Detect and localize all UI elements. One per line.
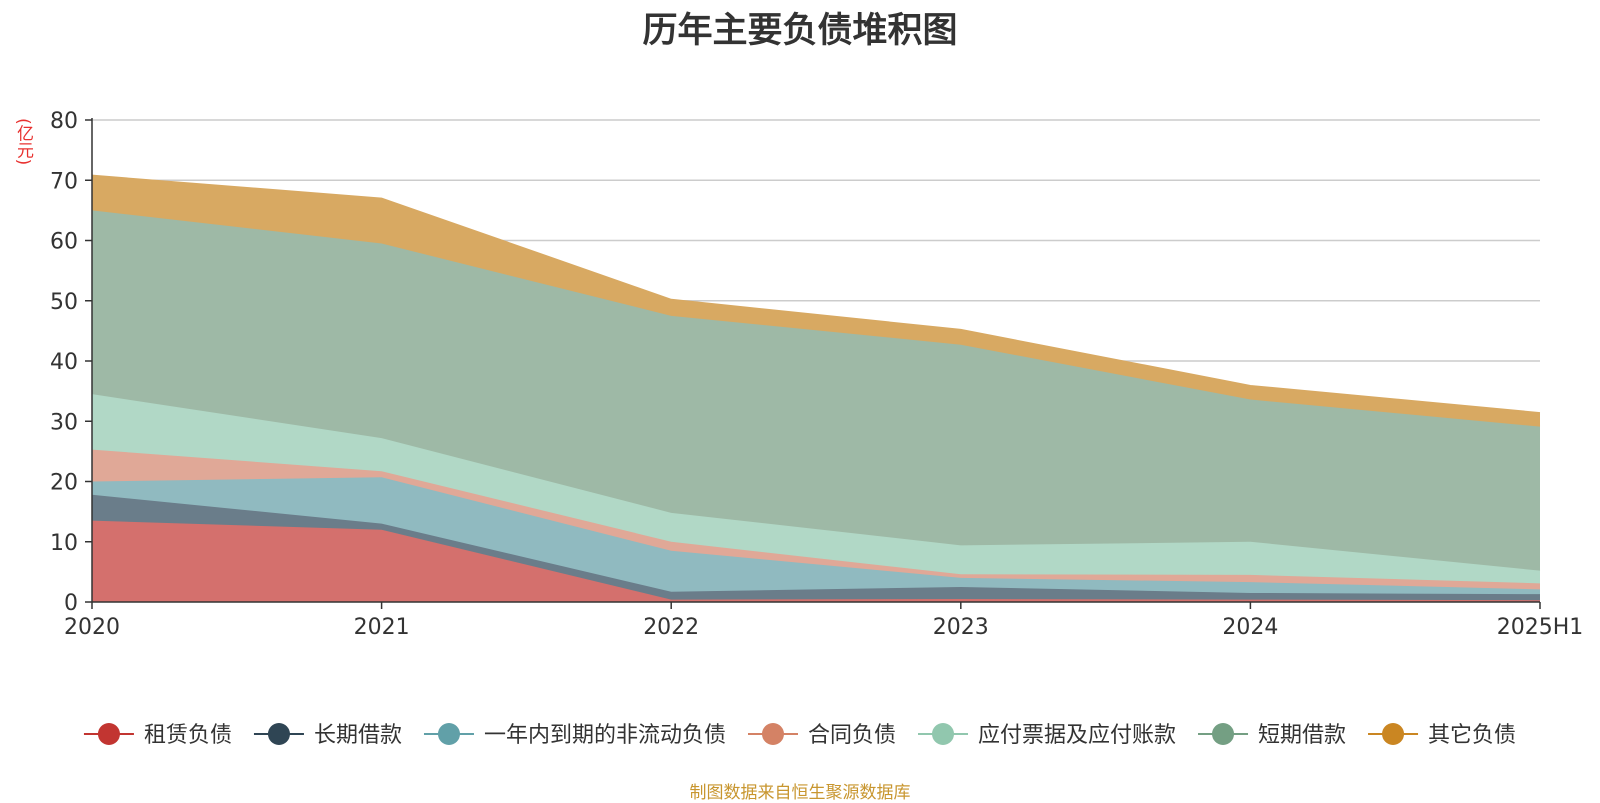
y-axis-unit-label: (亿元) [13, 118, 33, 166]
axes [85, 118, 1541, 609]
legend-circle-icon [761, 723, 784, 745]
x-tick-label: 2023 [933, 615, 989, 640]
x-tick-label: 2020 [64, 615, 120, 640]
legend-label: 长期借款 [314, 723, 402, 748]
chart-title: 历年主要负债堆积图 [642, 11, 958, 51]
legend-item-6[interactable]: 其它负债 [1368, 723, 1516, 748]
legend-circle-icon [437, 723, 460, 745]
area-series-4 [92, 394, 1540, 584]
legend-label: 短期借款 [1258, 723, 1346, 748]
legend[interactable]: 租赁负债 长期借款 一年内到期的非流动负债 合同负债 应付票据及应付账款 短期借款 其它负债 [83, 723, 1516, 748]
y-tick-label: 20 [50, 471, 78, 496]
y-tick-label: 0 [64, 591, 78, 616]
legend-item-1[interactable]: 长期借款 [253, 723, 402, 748]
legend-item-4[interactable]: 应付票据及应付账款 [918, 723, 1176, 748]
x-tick-label: 2022 [643, 615, 699, 640]
area-series-5 [92, 210, 1540, 571]
legend-label: 其它负债 [1428, 723, 1516, 748]
x-tick-label: 2024 [1222, 615, 1278, 640]
legend-item-0[interactable]: 租赁负债 [83, 723, 232, 748]
x-tick-label: 2025H1 [1497, 615, 1584, 640]
x-tick-label: 2021 [354, 615, 410, 640]
area-layer [91, 174, 1541, 602]
area-series-6 [92, 175, 1540, 427]
legend-circle-icon [1212, 723, 1235, 745]
area-series-3 [92, 449, 1540, 590]
y-tick-label: 40 [50, 350, 78, 375]
legend-label: 合同负债 [808, 723, 896, 748]
y-tick-label: 80 [50, 109, 78, 134]
legend-circle-icon [97, 723, 120, 745]
y-tick-label: 10 [50, 531, 78, 556]
legend-item-3[interactable]: 合同负债 [747, 723, 896, 748]
source-note: 制图数据来自恒生聚源数据库 [689, 783, 911, 803]
legend-circle-icon [932, 723, 955, 745]
y-tick-label: 70 [50, 169, 78, 194]
area-series-0 [92, 520, 1540, 602]
legend-circle-icon [1382, 723, 1405, 745]
legend-label: 一年内到期的非流动负债 [484, 723, 726, 748]
series-line-6 [91, 174, 1541, 414]
y-tick-label: 50 [50, 290, 78, 315]
y-tick-label: 30 [50, 410, 78, 435]
legend-label: 租赁负债 [144, 723, 232, 748]
legend-circle-icon [267, 723, 290, 745]
legend-label: 应付票据及应付账款 [978, 723, 1176, 748]
y-tick-label: 60 [50, 230, 78, 255]
tick-labels: 0 10 20 30 40 50 60 70 80 2020 2021 2022 2023 2024 202… [50, 109, 1583, 640]
legend-item-5[interactable]: 短期借款 [1198, 723, 1346, 748]
legend-item-2[interactable]: 一年内到期的非流动负债 [423, 723, 726, 748]
area-series-2 [92, 477, 1540, 595]
series-line-3 [91, 448, 1541, 585]
